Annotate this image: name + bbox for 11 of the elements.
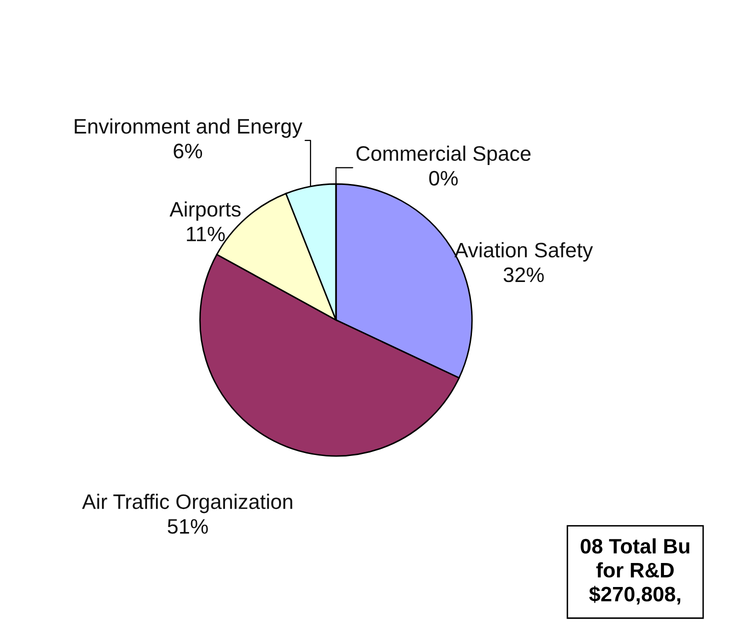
- text: 0%: [429, 170, 458, 186]
- data-label: 6%: [174, 144, 202, 158]
- text: 08 Total Bu for R&D $270,808,: [580, 538, 690, 605]
- slice-label: Airports: [170, 201, 241, 221]
- category-label: Commercial Space: [356, 146, 531, 166]
- data-label: 51%: [168, 519, 208, 534]
- data-label: 32%: [504, 267, 544, 282]
- slice-label: Aviation Safety: [454, 242, 593, 262]
- slice-label: Environment and Energy: [74, 118, 302, 138]
- data-label: 11%: [186, 226, 225, 242]
- slice-label: Air Traffic Organization: [82, 494, 292, 514]
